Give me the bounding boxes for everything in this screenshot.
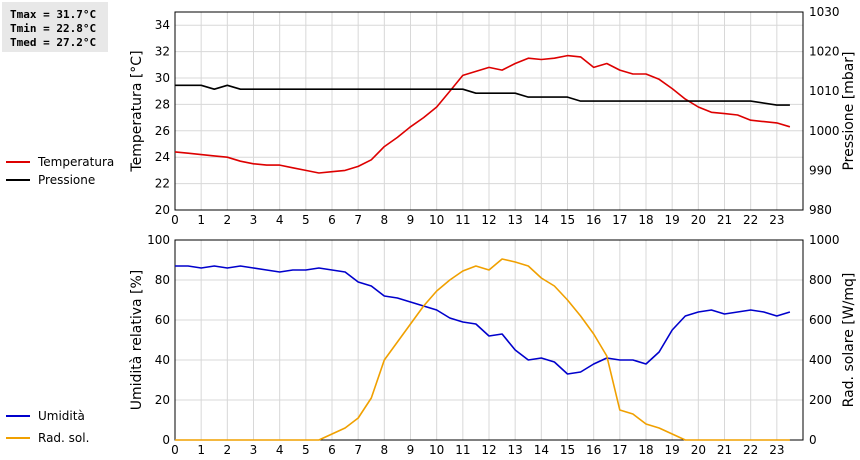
x-tick-label: 4 bbox=[276, 213, 284, 227]
y-tick-label-right: 1030 bbox=[809, 5, 840, 19]
x-tick-label: 8 bbox=[381, 443, 389, 457]
chart-panel-2: 0 1 2 3 4 5 6 7 8 9 10 11 12 13 14 15 16 17 18 19 20 21 22 2302… bbox=[6, 233, 857, 457]
y-axis-label-left: Umidità relativa [%] bbox=[129, 270, 145, 411]
x-tick-label: 13 bbox=[508, 213, 523, 227]
x-tick-label: 5 bbox=[302, 443, 310, 457]
y-tick-label-left: 100 bbox=[147, 233, 170, 247]
legend-label: Umidità bbox=[38, 409, 85, 423]
x-tick-label: 2 bbox=[224, 443, 232, 457]
plot-frame bbox=[174, 239, 804, 441]
y-tick-label-right: 0 bbox=[809, 433, 817, 447]
y-axis-label-right: Pressione [mbar] bbox=[841, 51, 857, 170]
y-tick-label-right: 990 bbox=[809, 163, 832, 177]
stats-box-background bbox=[2, 2, 108, 52]
y-tick-label-left: 80 bbox=[155, 273, 170, 287]
y-tick-label-right: 1000 bbox=[809, 124, 840, 138]
x-tick-label: 20 bbox=[691, 443, 706, 457]
legend-label: Temperatura bbox=[37, 155, 114, 169]
x-tick-label: 21 bbox=[717, 443, 732, 457]
x-tick-label: 1 bbox=[197, 213, 205, 227]
x-tick-label: 9 bbox=[407, 443, 415, 457]
y-tick-label-right: 1000 bbox=[809, 233, 840, 247]
x-tick-label: 13 bbox=[508, 443, 523, 457]
x-tick-label: 5 bbox=[302, 213, 310, 227]
series-line-2 bbox=[175, 84, 790, 106]
y-tick-label-left: 20 bbox=[155, 203, 170, 217]
y-tick-label-left: 60 bbox=[155, 313, 170, 327]
chart-panel-1: 0 1 2 3 4 5 6 7 8 9 10 11 12 13 14 15 16 17 18 19 20 21 22 2320… bbox=[6, 5, 857, 227]
x-tick-label: 23 bbox=[769, 213, 784, 227]
y-tick-label-left: 0 bbox=[162, 433, 170, 447]
x-tick-label: 20 bbox=[691, 213, 706, 227]
y-tick-label-left: 30 bbox=[155, 71, 170, 85]
y-tick-label-left: 40 bbox=[155, 353, 170, 367]
y-tick-label-left: 20 bbox=[155, 393, 170, 407]
y-axis-label-right: Rad. solare [W/mq] bbox=[841, 273, 857, 408]
x-tick-label: 19 bbox=[665, 443, 680, 457]
x-tick-label: 16 bbox=[586, 443, 601, 457]
y-tick-label-right: 980 bbox=[809, 203, 832, 217]
x-tick-label: 22 bbox=[743, 213, 758, 227]
stat-tmax: Tmax = 31.7°C bbox=[10, 8, 96, 21]
x-tick-label: 15 bbox=[560, 213, 575, 227]
series-line-1 bbox=[175, 265, 791, 375]
stat-tmin: Tmin = 22.8°C bbox=[10, 22, 96, 35]
x-tick-label: 19 bbox=[665, 213, 680, 227]
x-tick-label: 0 bbox=[171, 213, 179, 227]
x-tick-label: 23 bbox=[769, 443, 784, 457]
x-tick-label: 21 bbox=[717, 213, 732, 227]
x-tick-label: 14 bbox=[534, 213, 549, 227]
x-tick-label: 8 bbox=[381, 213, 389, 227]
stats-box: Tmax = 31.7°C Tmin = 22.8°C Tmed = 27.2°… bbox=[2, 2, 108, 52]
y-tick-label-right: 800 bbox=[809, 273, 832, 287]
x-tick-label: 11 bbox=[455, 213, 470, 227]
x-tick-label: 15 bbox=[560, 443, 575, 457]
series-line-2 bbox=[175, 258, 790, 441]
stat-tmed: Tmed = 27.2°C bbox=[10, 36, 96, 49]
chart-panels: 0 1 2 3 4 5 6 7 8 9 10 11 12 13 14 15 16 17 18 19 20 21 22 2320… bbox=[6, 5, 857, 457]
x-tick-label: 9 bbox=[407, 213, 415, 227]
x-tick-label: 6 bbox=[328, 213, 336, 227]
x-tick-label: 17 bbox=[612, 443, 627, 457]
y-tick-label-left: 28 bbox=[155, 97, 170, 111]
x-tick-label: 10 bbox=[429, 213, 444, 227]
plot-frame bbox=[174, 11, 804, 211]
y-tick-label-right: 400 bbox=[809, 353, 832, 367]
y-tick-label-left: 32 bbox=[155, 45, 170, 59]
x-tick-label: 7 bbox=[354, 213, 362, 227]
y-tick-label-right: 200 bbox=[809, 393, 832, 407]
x-tick-label: 4 bbox=[276, 443, 284, 457]
x-tick-label: 12 bbox=[481, 213, 496, 227]
x-tick-label: 16 bbox=[586, 213, 601, 227]
y-tick-label-right: 1010 bbox=[809, 84, 840, 98]
x-tick-label: 3 bbox=[250, 443, 258, 457]
x-tick-label: 11 bbox=[455, 443, 470, 457]
x-tick-label: 2 bbox=[224, 213, 232, 227]
x-tick-label: 10 bbox=[429, 443, 444, 457]
y-tick-label-right: 600 bbox=[809, 313, 832, 327]
legend-label: Pressione bbox=[38, 173, 95, 187]
x-tick-label: 14 bbox=[534, 443, 549, 457]
series-line-1 bbox=[174, 54, 791, 174]
x-tick-label: 18 bbox=[638, 213, 653, 227]
x-tick-label: 7 bbox=[354, 443, 362, 457]
x-tick-label: 1 bbox=[197, 443, 205, 457]
x-tick-label: 18 bbox=[638, 443, 653, 457]
x-tick-label: 0 bbox=[171, 443, 179, 457]
y-axis-label-left: Temperatura [°C] bbox=[129, 50, 145, 172]
x-tick-label: 22 bbox=[743, 443, 758, 457]
legend-label: Rad. sol. bbox=[38, 431, 89, 445]
y-tick-label-left: 34 bbox=[155, 18, 170, 32]
y-tick-label-left: 26 bbox=[155, 124, 170, 138]
y-tick-label-left: 24 bbox=[155, 150, 170, 164]
x-tick-label: 17 bbox=[612, 213, 627, 227]
y-tick-label-right: 1020 bbox=[809, 45, 840, 59]
y-tick-label-left: 22 bbox=[155, 177, 170, 191]
x-tick-label: 6 bbox=[328, 443, 336, 457]
x-tick-label: 3 bbox=[250, 213, 258, 227]
x-tick-label: 12 bbox=[481, 443, 496, 457]
